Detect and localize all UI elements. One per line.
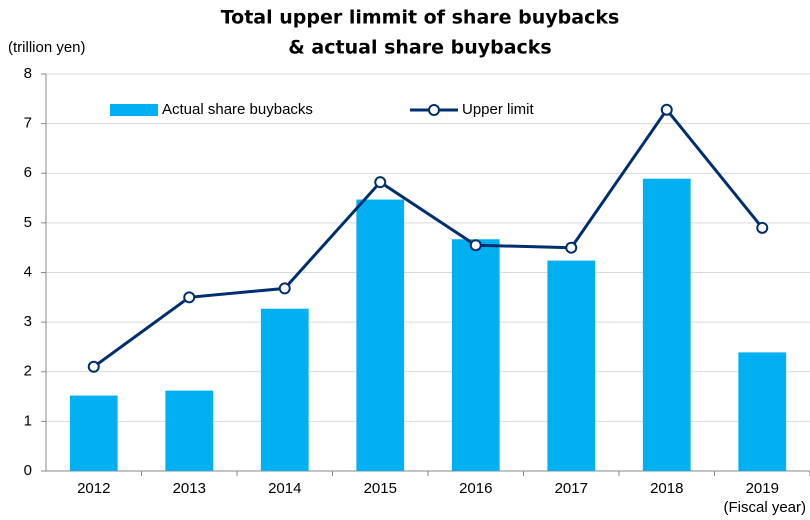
- bar: [451, 239, 500, 471]
- x-tick-label: 2013: [173, 480, 206, 497]
- y-tick-label: 5: [24, 214, 32, 231]
- bar: [738, 352, 787, 471]
- legend-label: Actual share buybacks: [162, 101, 313, 118]
- x-tick-label: 2014: [268, 480, 301, 497]
- marker: [565, 241, 578, 254]
- y-tick-label: 0: [24, 462, 32, 479]
- marker: [278, 282, 291, 295]
- y-tick-label: 2: [24, 363, 32, 380]
- y-axis-label: (trillion yen): [8, 39, 86, 56]
- bar: [642, 178, 691, 472]
- chart-title: Total upper limmit of share buybacks: [221, 7, 620, 29]
- x-axis-label: (Fiscal year): [723, 499, 806, 516]
- y-tick-label: 4: [24, 263, 32, 280]
- legend-swatch: [428, 104, 440, 116]
- line: [92, 107, 764, 369]
- y-tick-label: 6: [24, 164, 32, 181]
- y-tick-label: 7: [24, 115, 32, 132]
- x-tick-label: 2019: [746, 480, 779, 497]
- y-tick-label: 8: [24, 65, 32, 82]
- bar: [165, 390, 214, 471]
- bar: [547, 260, 596, 471]
- marker: [374, 176, 387, 189]
- marker: [756, 221, 769, 234]
- y-tick-label: 1: [24, 412, 32, 429]
- bar: [69, 395, 118, 471]
- y-tick-label: 3: [24, 313, 32, 330]
- x-tick-label: 2018: [650, 480, 683, 497]
- marker: [87, 360, 100, 373]
- x-tick-label: 2016: [459, 480, 492, 497]
- chart-title: & actual share buybacks: [288, 37, 552, 59]
- marker: [660, 103, 673, 116]
- legend-label: Upper limit: [462, 101, 535, 118]
- legend-swatch: [110, 104, 158, 116]
- marker: [183, 291, 196, 304]
- x-tick-label: 2015: [364, 480, 397, 497]
- x-tick-label: 2012: [77, 480, 110, 497]
- bar: [260, 308, 309, 471]
- x-tick-label: 2017: [555, 480, 588, 497]
- bar: [356, 199, 405, 471]
- marker: [469, 239, 482, 252]
